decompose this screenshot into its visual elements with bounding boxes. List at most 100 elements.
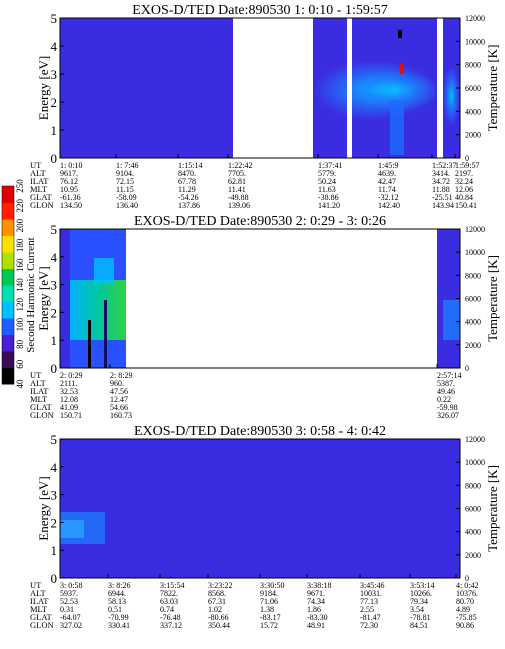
y2-tick-label: 6000 — [465, 295, 481, 304]
cyan-band — [94, 258, 114, 284]
row-label: ILAT — [30, 596, 49, 606]
row-value: -83.30 — [307, 613, 328, 622]
row-value: 54.66 — [110, 403, 128, 412]
y2-tick-label: 12000 — [465, 435, 485, 444]
row-value: -59.98 — [437, 403, 458, 412]
y2-tick-label: 6000 — [465, 84, 481, 93]
row-value: 9617. — [60, 169, 78, 178]
row-value: 4.89 — [456, 605, 470, 614]
y-axis-label: Energy [eV] — [36, 56, 51, 120]
row-value: 1:37:41 — [318, 161, 342, 170]
row-value: 2: 8:29 — [110, 371, 132, 380]
row-value: 1.86 — [307, 605, 321, 614]
low-energy-core — [60, 520, 84, 538]
y-tick-label: 1 — [51, 333, 58, 348]
row-value: 0.22 — [437, 395, 451, 404]
y2-tick-label: 0 — [465, 154, 469, 163]
y-tick-label: 1 — [51, 123, 58, 138]
row-value: 41.09 — [60, 403, 78, 412]
row-value: -64.07 — [60, 613, 81, 622]
y2-tick-label: 4000 — [465, 318, 481, 327]
row-value: 0.74 — [160, 605, 174, 614]
row-value: 63.03 — [160, 597, 178, 606]
row-value: 0.51 — [108, 605, 122, 614]
colorbar-tick-label: 120 — [15, 298, 25, 312]
y-tick-label: 4 — [51, 250, 58, 265]
row-value: 1: 0:10 — [60, 161, 82, 170]
row-label: GLON — [30, 410, 54, 420]
row-value: 72.30 — [360, 621, 378, 630]
row-value: 52.53 — [60, 597, 78, 606]
colorbar-segment — [2, 367, 14, 385]
row-value: 350.44 — [208, 621, 230, 630]
row-label: UT — [30, 580, 42, 590]
row-value: 3:38:18 — [307, 581, 331, 590]
y2-tick-label: 12000 — [465, 14, 485, 23]
row-value: 160.73 — [110, 411, 132, 420]
row-value: 49.46 — [437, 387, 455, 396]
row-value: 4: 0:42 — [456, 581, 478, 590]
y2-tick-label: 8000 — [465, 271, 481, 280]
row-label: MLT — [30, 604, 48, 614]
row-value: 72.15 — [116, 177, 134, 186]
row-value: -83.17 — [260, 613, 281, 622]
y2-tick-label: 8000 — [465, 481, 481, 490]
row-value: 9104. — [116, 169, 134, 178]
y-tick-label: 3 — [51, 67, 58, 82]
y-tick-label: 0 — [51, 361, 58, 376]
y2-tick-label: 0 — [465, 364, 469, 373]
y2-tick-label: 8000 — [465, 61, 481, 70]
colorbar-tick-label: 60 — [15, 359, 25, 369]
row-value: 84.51 — [410, 621, 428, 630]
row-label: MLT — [30, 184, 48, 194]
y2-tick-label: 2000 — [465, 341, 481, 350]
row-label: ALT — [30, 588, 47, 598]
colorbar-segment — [2, 351, 14, 368]
colorbar-frame — [1, 185, 15, 385]
row-value: 5387. — [437, 379, 455, 388]
row-value: -76.48 — [160, 613, 181, 622]
low-energy-column — [390, 100, 404, 155]
row-value: 9184. — [260, 589, 278, 598]
panel-2: EXOS-D/TED Date:890530 2: 0:29 - 3: 0:26… — [30, 214, 500, 420]
row-value: 3414. — [432, 169, 450, 178]
data-gap — [233, 18, 313, 158]
row-value: 76.12 — [60, 177, 78, 186]
y2-tick-label: 10000 — [465, 248, 485, 257]
row-value: 150.41 — [455, 201, 477, 210]
y-axis-label: Energy [eV] — [36, 476, 51, 540]
row-label: GLAT — [30, 192, 53, 202]
row-value: 141.20 — [318, 201, 340, 210]
colorbar-segment — [2, 334, 14, 352]
data-gap — [437, 18, 443, 158]
row-value: 3.54 — [410, 605, 424, 614]
row-value: 337.12 — [160, 621, 182, 630]
colorbar-tick-label: 160 — [15, 258, 25, 272]
y-tick-label: 0 — [51, 151, 58, 166]
row-value: 7822. — [160, 589, 178, 598]
colorbar-tick-label: 40 — [15, 379, 25, 389]
row-value: 10376. — [456, 589, 478, 598]
row-label: GLON — [30, 620, 54, 630]
row-value: 67.31 — [208, 597, 226, 606]
y-tick-label: 2 — [51, 95, 58, 110]
row-value: -54.26 — [178, 193, 199, 202]
row-value: 12.47 — [110, 395, 128, 404]
y-tick-label: 5 — [51, 11, 58, 26]
row-value: 32.24 — [455, 177, 473, 186]
row-value: 11.63 — [318, 185, 336, 194]
colorbar-segment — [2, 219, 14, 236]
row-label: MLT — [30, 394, 48, 404]
y-tick-label: 5 — [51, 432, 58, 447]
right-edge-band — [443, 300, 460, 340]
y2-tick-label: 0 — [465, 574, 469, 583]
row-value: 3:30:50 — [260, 581, 284, 590]
panel-title: EXOS-D/TED Date:890530 1: 0:10 - 1:59:57 — [132, 3, 387, 18]
row-label: UT — [30, 160, 42, 170]
y-tick-label: 5 — [51, 222, 58, 237]
row-value: 326.07 — [437, 411, 459, 420]
colorbar-segment — [2, 268, 14, 286]
green-band — [70, 280, 126, 340]
row-value: 77.13 — [360, 597, 378, 606]
y-tick-label: 1 — [51, 543, 58, 558]
